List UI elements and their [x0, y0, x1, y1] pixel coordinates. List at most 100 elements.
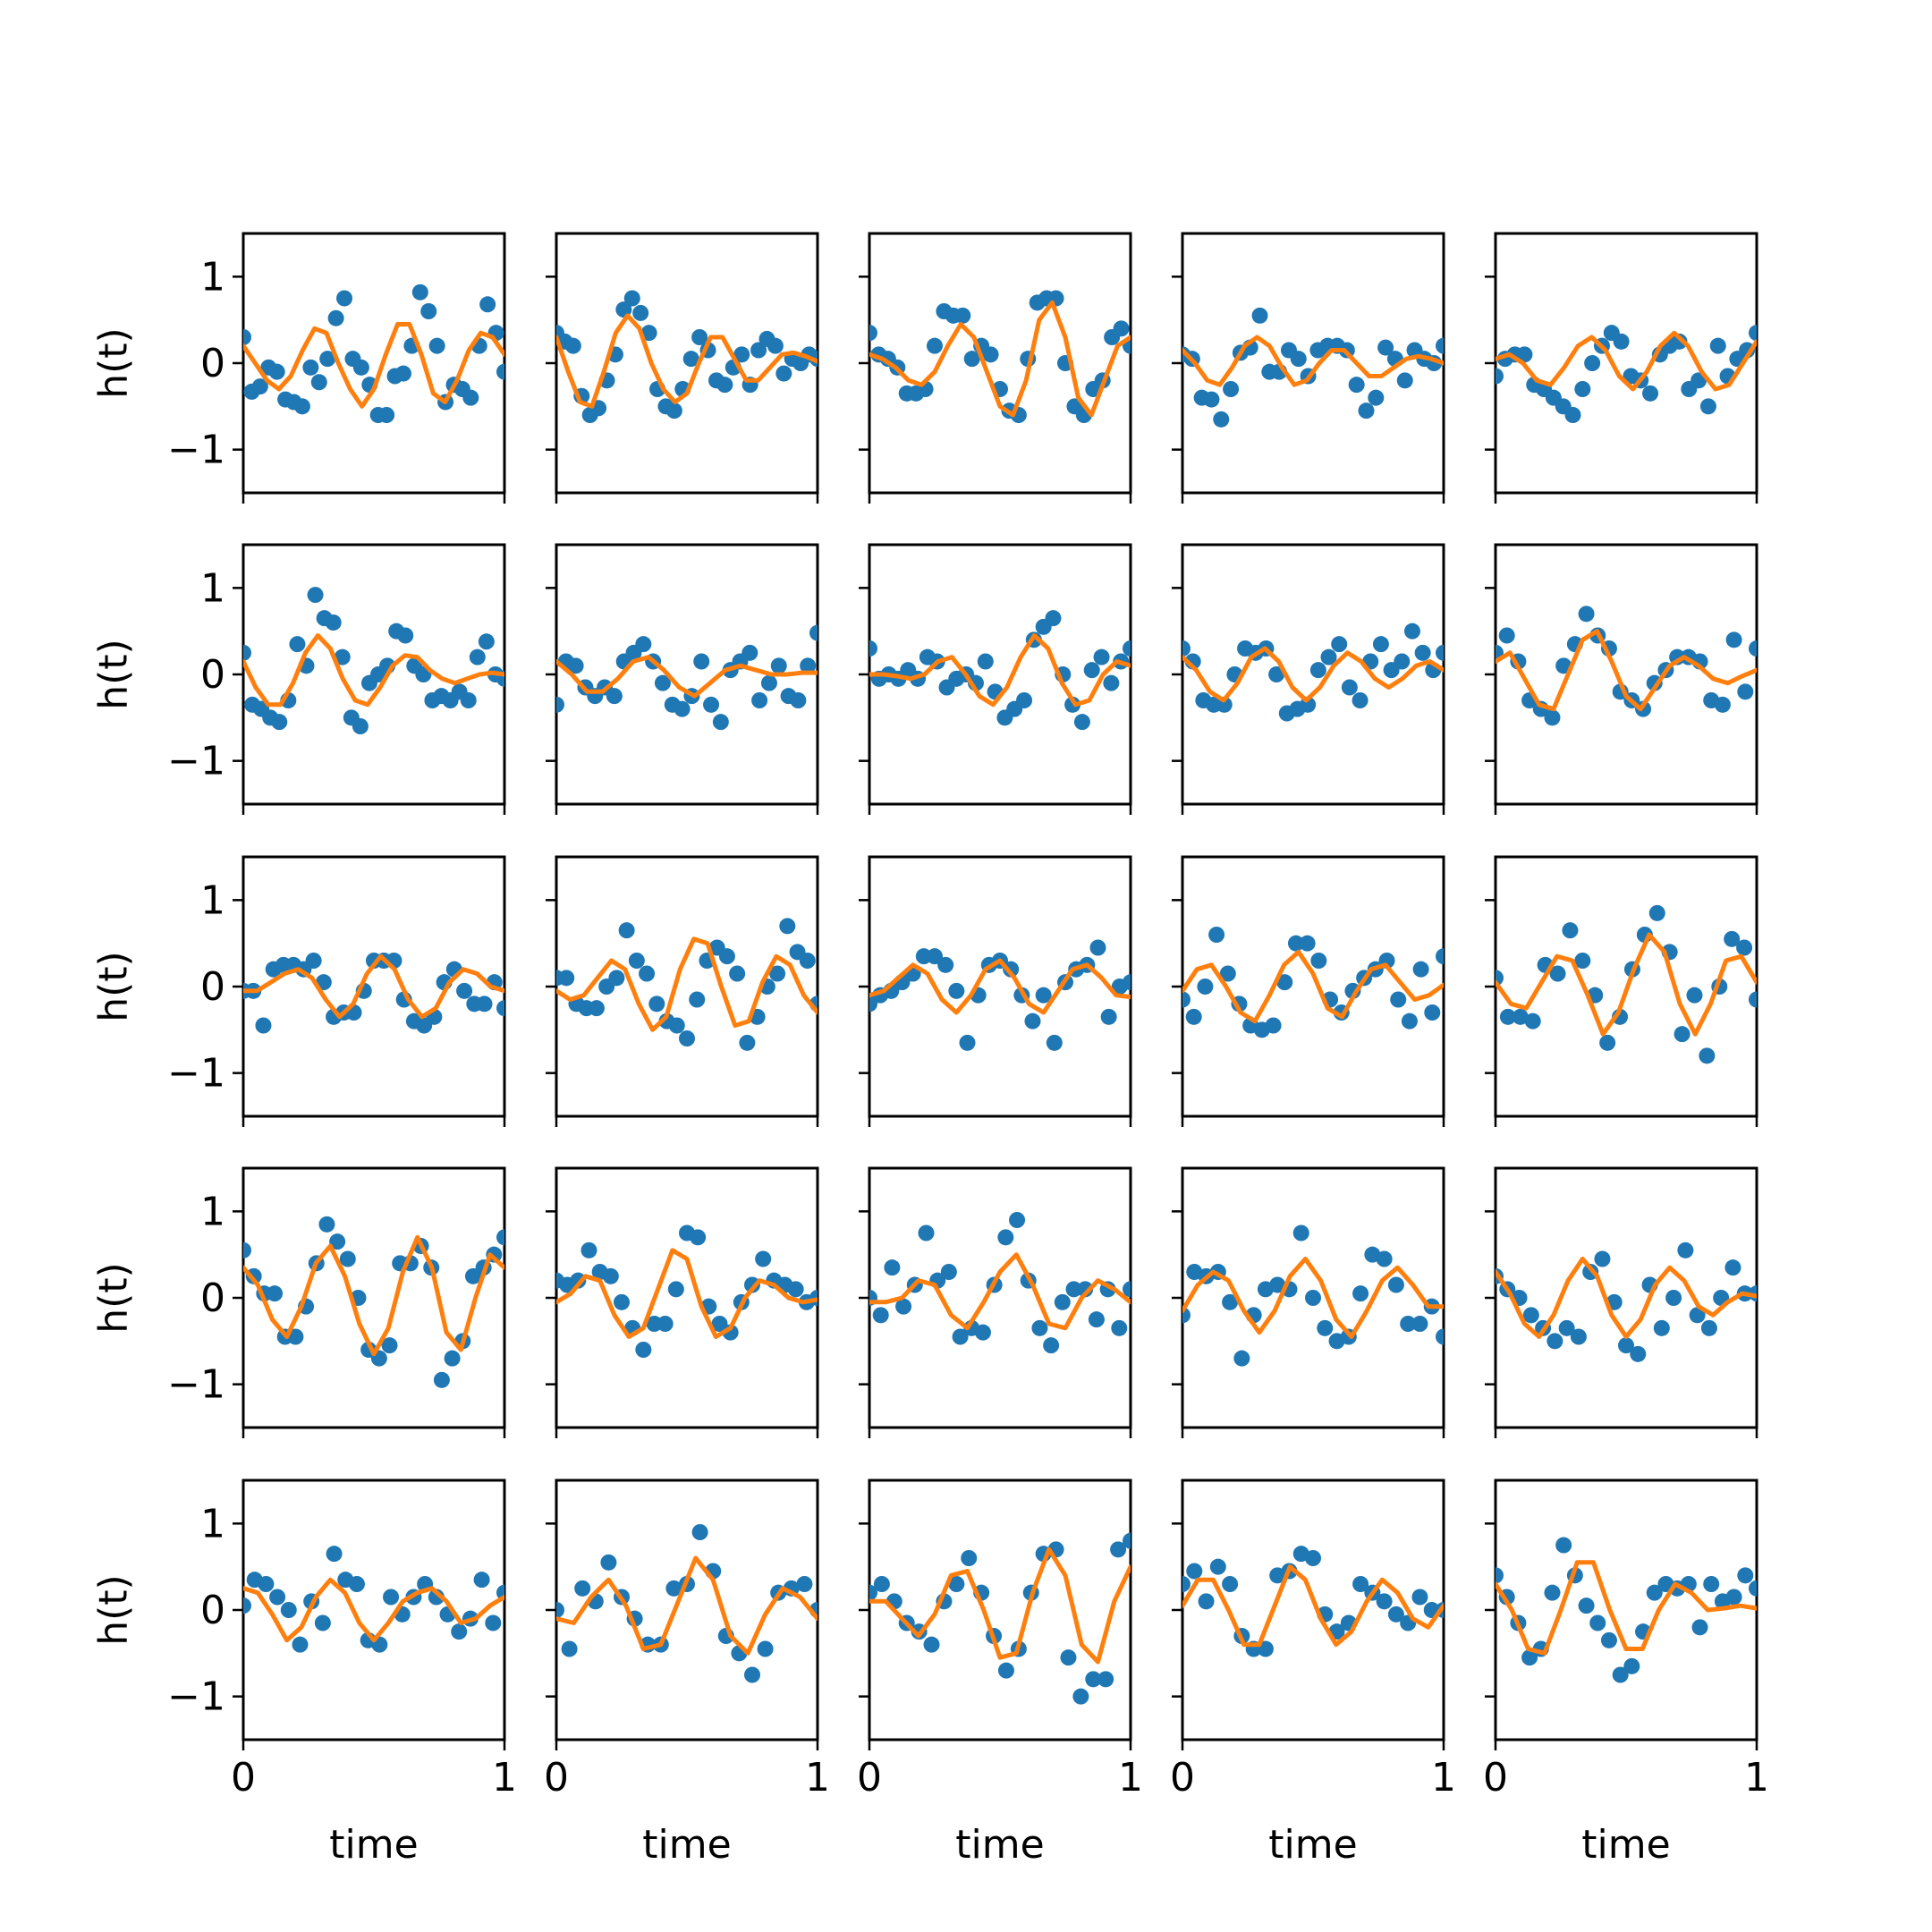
- subplot-panel: [1172, 232, 1445, 504]
- x-tick-label: 1: [1118, 1755, 1143, 1801]
- axes-frame: [868, 1479, 1132, 1741]
- data-point: [1113, 320, 1130, 337]
- fit-line: [1182, 949, 1444, 1024]
- data-point: [1292, 1224, 1309, 1241]
- axes-frame: [555, 1166, 819, 1429]
- plot-area: [1496, 904, 1757, 1064]
- x-tick-label: 0: [1483, 1755, 1508, 1801]
- data-point: [1233, 1350, 1250, 1367]
- plot-area: [1182, 1224, 1444, 1367]
- data-point: [1436, 948, 1444, 965]
- data-point: [1123, 640, 1131, 657]
- data-point: [267, 1285, 284, 1302]
- data-point: [570, 1272, 587, 1289]
- data-point: [1182, 640, 1191, 657]
- data-point: [420, 303, 437, 319]
- plot-area: [869, 1212, 1131, 1354]
- data-point: [1414, 644, 1431, 661]
- x-tick-label: 0: [1170, 1755, 1195, 1801]
- data-point: [1016, 692, 1033, 708]
- data-point: [1412, 961, 1429, 978]
- data-point: [280, 1602, 297, 1618]
- plot-area: [1182, 927, 1444, 1038]
- data-point: [693, 653, 710, 670]
- data-point: [1251, 307, 1268, 324]
- data-point: [923, 1636, 940, 1653]
- subplot-panel: 0 1 time: [1483, 1479, 1769, 1868]
- x-axis-label: time: [1268, 1822, 1357, 1868]
- subplot-panel: [1172, 855, 1445, 1127]
- data-point: [760, 674, 777, 691]
- data-point: [1648, 904, 1665, 921]
- data-point: [478, 633, 495, 650]
- data-point: [796, 1576, 813, 1592]
- data-point: [1376, 1250, 1393, 1267]
- data-point: [318, 1216, 335, 1233]
- subplot-panel: 1 0 −1 h(t): [91, 232, 506, 504]
- y-tick-label: 0: [200, 964, 225, 1010]
- data-point: [716, 377, 733, 394]
- subplot-panel: [1485, 855, 1758, 1127]
- data-point: [314, 1614, 331, 1631]
- data-point: [556, 696, 564, 713]
- data-point: [1665, 1290, 1682, 1306]
- data-point: [1100, 1008, 1117, 1025]
- data-point: [1123, 1532, 1131, 1549]
- data-point: [1562, 922, 1579, 939]
- data-point: [1424, 1004, 1441, 1021]
- data-point: [997, 1229, 1014, 1246]
- data-point: [460, 692, 477, 708]
- data-point: [982, 346, 999, 363]
- data-point: [1352, 1285, 1369, 1302]
- data-point: [606, 688, 623, 705]
- data-point: [1749, 325, 1757, 342]
- data-point: [397, 627, 414, 644]
- data-point: [1387, 1276, 1404, 1293]
- data-point: [580, 1241, 597, 1258]
- data-point: [1403, 623, 1420, 640]
- data-point: [1737, 683, 1754, 700]
- y-tick-label: 0: [200, 341, 225, 386]
- data-point: [691, 1524, 708, 1540]
- axes-frame: [555, 1479, 819, 1741]
- data-point: [1309, 662, 1326, 679]
- data-point: [1411, 1589, 1428, 1606]
- data-point: [473, 1572, 490, 1589]
- data-point: [757, 1640, 774, 1657]
- data-point: [1736, 939, 1753, 956]
- plot-area: [1182, 623, 1444, 722]
- data-point: [325, 614, 342, 631]
- data-point: [1699, 1047, 1716, 1064]
- data-point: [614, 1293, 630, 1310]
- data-point: [787, 1281, 804, 1298]
- data-point: [243, 1241, 251, 1258]
- y-tick-label: 0: [200, 1275, 225, 1321]
- data-point: [1123, 974, 1131, 991]
- data-point: [1352, 692, 1368, 708]
- subplot-panel: 0 1 time: [857, 1479, 1143, 1868]
- fit-line: [1182, 646, 1444, 703]
- data-point: [1674, 1026, 1690, 1043]
- data-point: [287, 1328, 304, 1345]
- data-point: [1368, 389, 1385, 406]
- data-point: [937, 956, 954, 973]
- data-point: [1185, 1008, 1202, 1025]
- data-point: [329, 1233, 346, 1250]
- data-point: [444, 1350, 461, 1367]
- data-point: [1564, 407, 1581, 423]
- data-point: [339, 1250, 356, 1267]
- subplot-panel: 10−10 1h(t)time: [91, 1479, 517, 1868]
- data-point: [479, 296, 496, 313]
- data-point: [712, 714, 729, 731]
- data-point: [872, 1307, 889, 1324]
- data-point: [628, 953, 645, 969]
- data-point: [1031, 1319, 1048, 1336]
- subplot-panel: [859, 1166, 1132, 1438]
- data-point: [654, 674, 671, 691]
- axes-frame: [555, 855, 819, 1118]
- data-point: [1653, 1319, 1670, 1336]
- data-point: [1671, 333, 1688, 350]
- data-point: [1436, 337, 1444, 354]
- data-point: [744, 1276, 760, 1293]
